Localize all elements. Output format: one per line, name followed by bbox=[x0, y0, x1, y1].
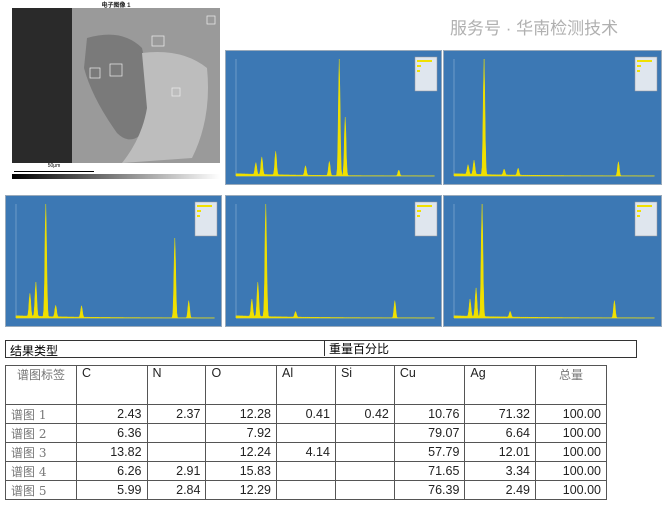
cell-value: 71.32 bbox=[464, 404, 536, 424]
cell-value bbox=[146, 423, 207, 443]
cell-value bbox=[334, 480, 395, 500]
column-header: Al bbox=[275, 365, 336, 405]
cell-value: 100.00 bbox=[535, 442, 607, 462]
spectrum-curve bbox=[235, 58, 435, 177]
table-row: 谱图 2 6.36 7.92 79.07 6.64 100.00 bbox=[5, 423, 607, 443]
cell-value bbox=[275, 480, 336, 500]
cell-value bbox=[275, 461, 336, 481]
column-header: 谱图标签 bbox=[5, 365, 77, 405]
column-header: 总量 bbox=[535, 365, 607, 405]
spectrum-label: 谱图 4 bbox=[5, 461, 77, 481]
cell-value: 2.37 bbox=[146, 404, 207, 424]
cell-value bbox=[146, 442, 207, 462]
spectrum-label: 谱图 5 bbox=[5, 480, 77, 500]
spectrum-legend bbox=[634, 56, 658, 92]
spectrum-legend bbox=[414, 201, 438, 237]
spectrum-label: 谱图 2 bbox=[5, 423, 77, 443]
cell-value: 4.14 bbox=[275, 442, 336, 462]
cell-value: 13.82 bbox=[76, 442, 148, 462]
cell-value: 12.01 bbox=[464, 442, 536, 462]
cell-value: 100.00 bbox=[535, 480, 607, 500]
spectrum-panel-1 bbox=[225, 50, 442, 185]
cell-value: 100.00 bbox=[535, 404, 607, 424]
column-header: Cu bbox=[393, 365, 466, 405]
cell-value: 57.79 bbox=[393, 442, 466, 462]
cell-value: 71.65 bbox=[393, 461, 466, 481]
cell-value: 6.64 bbox=[464, 423, 536, 443]
table-row: 谱图 5 5.99 2.84 12.29 76.39 2.49 100.00 bbox=[5, 480, 607, 500]
cell-value bbox=[334, 442, 395, 462]
cell-value: 12.28 bbox=[205, 404, 277, 424]
sem-electron-image: 电子图像 1 50μm bbox=[10, 0, 222, 183]
scale-bar: 50μm bbox=[14, 163, 94, 172]
table-row: 谱图 3 13.82 12.24 4.14 57.79 12.01 100.00 bbox=[5, 442, 607, 462]
cell-value: 10.76 bbox=[393, 404, 466, 424]
spectrum-panel-5 bbox=[443, 195, 662, 327]
spectrum-label: 谱图 3 bbox=[5, 442, 77, 462]
cell-value: 0.42 bbox=[334, 404, 395, 424]
spectrum-curve bbox=[235, 203, 435, 319]
cell-value bbox=[275, 423, 336, 443]
column-header: O bbox=[205, 365, 277, 405]
cell-value: 79.07 bbox=[393, 423, 466, 443]
spectrum-label: 谱图 1 bbox=[5, 404, 77, 424]
spectrum-legend bbox=[194, 201, 218, 237]
spectrum-panel-4 bbox=[225, 195, 442, 327]
table-row: 谱图 1 2.43 2.37 12.28 0.41 0.42 10.76 71.32 100.0… bbox=[5, 404, 607, 424]
cell-value bbox=[334, 461, 395, 481]
cell-value: 15.83 bbox=[205, 461, 277, 481]
spectrum-curve bbox=[453, 203, 655, 319]
column-header: Ag bbox=[464, 365, 536, 405]
cell-value: 7.92 bbox=[205, 423, 277, 443]
weight-percent-label: 重量百分比 bbox=[324, 341, 389, 356]
cell-value: 100.00 bbox=[535, 423, 607, 443]
grayscale-bar bbox=[12, 174, 220, 179]
table-header-row: 谱图标签 C N O Al Si Cu Ag 总量 bbox=[5, 365, 607, 405]
cell-value: 12.29 bbox=[205, 480, 277, 500]
cell-value: 2.43 bbox=[76, 404, 148, 424]
column-header: C bbox=[76, 365, 148, 405]
cell-value: 2.84 bbox=[146, 480, 207, 500]
sem-micrograph bbox=[12, 8, 220, 163]
table-row: 谱图 4 6.26 2.91 15.83 71.65 3.34 100.00 bbox=[5, 461, 607, 481]
composition-table: 谱图标签 C N O Al Si Cu Ag 总量 谱图 1 2.43 2.37 12.28 0.41 0.… bbox=[5, 365, 607, 500]
spectrum-legend bbox=[634, 201, 658, 237]
spectrum-panel-3 bbox=[5, 195, 222, 327]
spectrum-curve bbox=[453, 58, 655, 177]
cell-value: 0.41 bbox=[275, 404, 336, 424]
sem-title: 电子图像 1 bbox=[101, 3, 131, 9]
cell-value bbox=[334, 423, 395, 443]
cell-value: 100.00 bbox=[535, 461, 607, 481]
column-header: N bbox=[146, 365, 207, 405]
result-type-bar: 结果类型 重量百分比 bbox=[5, 340, 637, 358]
cell-value: 3.34 bbox=[464, 461, 536, 481]
cell-value: 76.39 bbox=[393, 480, 466, 500]
result-type-label: 结果类型 bbox=[10, 344, 59, 358]
spectrum-curve bbox=[15, 203, 215, 319]
cell-value: 6.36 bbox=[76, 423, 148, 443]
column-header: Si bbox=[334, 365, 395, 405]
watermark: 服务号 · 华南检测技术 bbox=[450, 19, 619, 38]
cell-value: 2.49 bbox=[464, 480, 536, 500]
cell-value: 12.24 bbox=[205, 442, 277, 462]
cell-value: 5.99 bbox=[76, 480, 148, 500]
spectrum-legend bbox=[414, 56, 438, 92]
cell-value: 2.91 bbox=[146, 461, 207, 481]
cell-value: 6.26 bbox=[76, 461, 148, 481]
spectrum-panel-2 bbox=[443, 50, 662, 185]
